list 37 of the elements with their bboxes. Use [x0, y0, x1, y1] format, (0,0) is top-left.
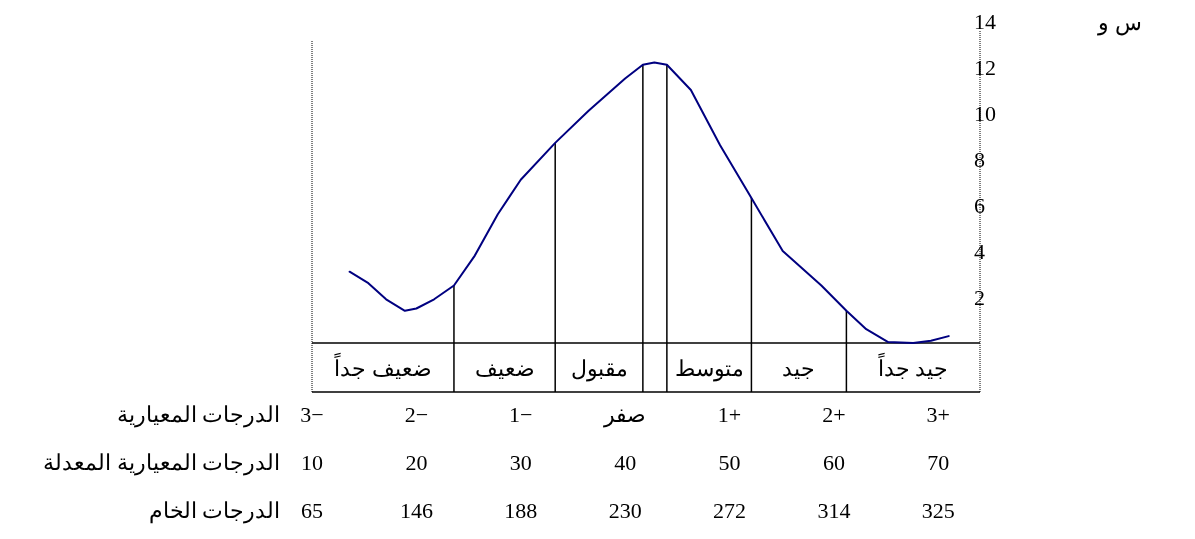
text: جيد	[782, 355, 816, 381]
text: 2+	[822, 402, 846, 427]
y-tick-label: 2	[974, 285, 985, 310]
text: 146	[399, 498, 433, 523]
text: 272	[713, 498, 746, 523]
x-tick-label: 70	[927, 450, 950, 475]
x-tick-label: 10	[301, 450, 323, 475]
text: 188	[504, 498, 538, 523]
x-tick-label: 60	[822, 450, 845, 475]
text: 3+	[926, 402, 950, 427]
text: 1−	[509, 402, 533, 427]
text: متوسط	[674, 355, 744, 382]
x-tick-label: 40	[614, 450, 637, 475]
x-axis-title: الدرجات المعيارية الدرجات المعيارية المعدلة الدرجات الخام	[43, 402, 280, 524]
text: ضعيف	[474, 355, 535, 381]
text: 3−	[300, 402, 324, 427]
text: 230	[608, 498, 642, 523]
x-tick-label: 30	[509, 450, 532, 475]
x-tick-label: 50	[718, 450, 741, 475]
y-tick-label: 10	[974, 101, 996, 126]
text: 314	[817, 498, 851, 523]
line-series	[348, 61, 950, 344]
y-tick-label: 6	[974, 193, 985, 218]
y-tick-label: 14	[974, 9, 996, 34]
text: 2−	[404, 402, 429, 427]
text: 1+	[717, 402, 742, 427]
text: 65	[301, 498, 323, 523]
text: مقبول	[570, 355, 628, 382]
text: صفر	[603, 402, 647, 428]
y-tick-label: 8	[974, 147, 985, 172]
text: جيد جداً	[877, 351, 949, 381]
text: ضعيف جداً	[334, 351, 432, 381]
text: 325	[921, 498, 955, 523]
y-tick-label: 4	[974, 239, 985, 264]
x-tick-label: 20	[405, 450, 428, 475]
y-axis-title: س و	[1097, 10, 1142, 36]
y-tick-label: 12	[974, 55, 996, 80]
